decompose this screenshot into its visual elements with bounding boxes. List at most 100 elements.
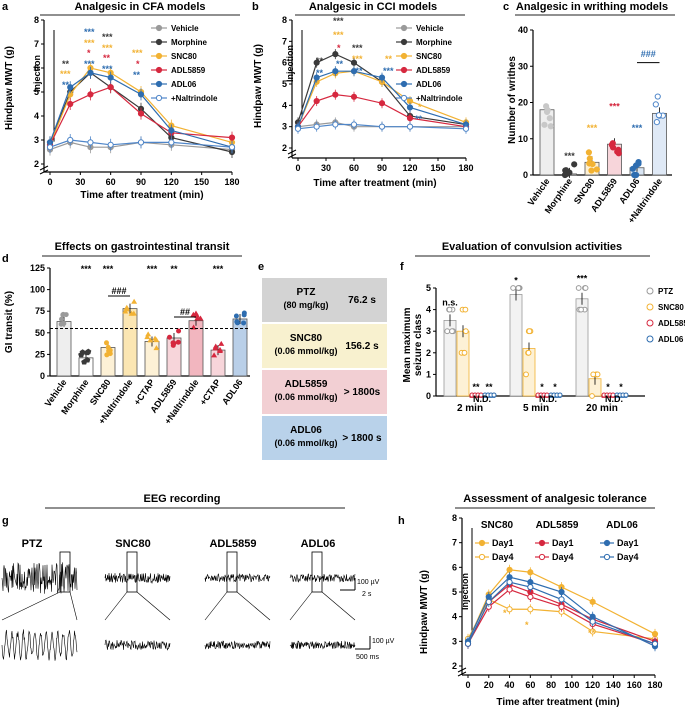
- sig-label: **: [485, 382, 493, 392]
- legend-group-title: ADL5859: [536, 520, 579, 531]
- eeg-zoom-box: [59, 551, 71, 593]
- panel-h-xlabel: Time after treatment (min): [496, 697, 619, 708]
- data-point: [589, 393, 595, 399]
- sig-a-8: ***: [102, 32, 113, 42]
- data-point: [406, 104, 414, 111]
- x-tick-label: 90: [136, 177, 146, 187]
- data-point: [578, 306, 584, 313]
- series-line: [297, 53, 467, 126]
- panel-a: a Analgesic in CFA models Hindpaw MWT (g…: [2, 1, 240, 201]
- data-point: [588, 167, 595, 174]
- sig-h-2: *: [525, 620, 529, 630]
- panel-f-title: Evaluation of convulsion activities: [442, 241, 622, 253]
- sig-b-7: ***: [352, 43, 363, 53]
- legend-marker: [646, 287, 654, 295]
- sig-b-10: **: [385, 54, 393, 64]
- sig-label: ***: [564, 151, 575, 161]
- data-point: [590, 371, 597, 378]
- bar: [56, 321, 72, 377]
- data-point: [197, 315, 204, 321]
- data-point: [332, 91, 339, 98]
- data-point: [176, 328, 182, 334]
- x-tick-label: 160: [627, 680, 642, 690]
- y-tick-label: 3: [282, 122, 287, 132]
- data-point: [104, 352, 110, 358]
- x-tick-label: 60: [106, 177, 116, 187]
- panel-b-legend: Vehicle Morphine SNC80 ADL5859 ADL06 +Naltrin…: [396, 24, 463, 103]
- legend-marker: [646, 319, 654, 327]
- legend-label: Vehicle: [171, 24, 199, 33]
- data-point: [190, 311, 197, 317]
- data-point: [589, 618, 596, 625]
- sig-h-3: **: [588, 628, 596, 638]
- panel-letter-c: c: [503, 1, 509, 13]
- table-row-bg: [262, 278, 387, 322]
- data-point: [147, 337, 154, 343]
- legend-label: Day4: [617, 552, 639, 562]
- data-point: [145, 331, 152, 337]
- sig-label: ***: [632, 123, 643, 133]
- data-point: [527, 583, 534, 591]
- data-point: [106, 348, 112, 354]
- sig-b-13: **: [415, 114, 423, 124]
- panel-h-legend: SNC80 Day1 Day4 ADL5859 Day1 Day4 ADL06 Day1 Day…: [475, 520, 639, 562]
- legend-marker: [646, 335, 654, 343]
- panel-f: f Evaluation of convulsion activities Me…: [400, 241, 685, 414]
- row-latency: 76.2 s: [348, 295, 376, 306]
- data-point: [623, 392, 629, 398]
- panel-e: e PTZ (80 mg/kg) 76.2 s SNC80 (0.06 mmol/kg)…: [258, 261, 387, 460]
- data-point: [558, 603, 565, 610]
- data-point: [557, 392, 563, 398]
- data-point: [506, 606, 513, 613]
- sig-b-8: ***: [352, 54, 363, 64]
- legend-label: ADL06: [416, 80, 442, 89]
- legend-label: ADL5859: [658, 319, 685, 328]
- legend-label: Day1: [552, 538, 574, 548]
- x-tick-label: 40: [505, 680, 515, 690]
- data-point: [446, 306, 453, 313]
- data-point: [635, 160, 642, 167]
- sig-a-4: ***: [84, 27, 95, 37]
- sig-label: ***: [147, 264, 158, 274]
- legend-marker: [603, 553, 611, 561]
- legend-label: Morphine: [416, 38, 453, 47]
- y-tick-label: 8: [282, 15, 287, 25]
- data-point: [79, 349, 86, 355]
- panel-b-significance: ** ** *** *** * ** *** *** *** ** *** * …: [316, 16, 423, 124]
- data-point: [107, 141, 114, 148]
- row-latency: > 1800 s: [342, 433, 382, 444]
- data-point: [586, 160, 593, 167]
- x-tick-label: 180: [647, 680, 662, 690]
- panel-letter-g: g: [2, 515, 9, 527]
- data-point: [653, 118, 660, 126]
- y-tick-label: 100: [30, 285, 45, 295]
- x-tick-label: 90: [377, 163, 387, 173]
- data-point: [218, 340, 225, 346]
- sig-label: ***: [81, 264, 92, 274]
- y-tick-label: 30: [518, 61, 528, 71]
- data-point: [137, 91, 145, 98]
- panel-b-xlabel: Time after treatment (min): [313, 178, 436, 189]
- legend-label: SNC80: [416, 52, 442, 61]
- legend-marker: [478, 553, 486, 561]
- sig-label: *: [606, 382, 610, 392]
- legend-label: ADL06: [658, 335, 684, 344]
- y-tick-label: 4: [426, 305, 431, 315]
- eeg-top-trace: [204, 573, 271, 583]
- panel-h: h Assessment of analgesic tolerance Hind…: [398, 493, 663, 708]
- panel-f-legend: PTZ SNC80 ADL5859 ADL06: [646, 287, 685, 344]
- row-drug-name: SNC80: [290, 333, 323, 344]
- row-drug-name: ADL5859: [285, 379, 328, 390]
- data-point: [332, 68, 339, 75]
- sig-label: ###: [641, 49, 656, 59]
- y-tick-label: 8: [452, 513, 457, 523]
- sig-a-10: **: [103, 53, 111, 63]
- panel-h-title: Assessment of analgesic tolerance: [463, 493, 646, 505]
- panel-letter-f: f: [400, 261, 404, 273]
- sig-a-2: ***: [60, 69, 71, 79]
- data-point: [63, 312, 69, 318]
- sig-label: ***: [213, 264, 224, 274]
- data-point: [378, 100, 386, 107]
- data-point: [313, 74, 320, 81]
